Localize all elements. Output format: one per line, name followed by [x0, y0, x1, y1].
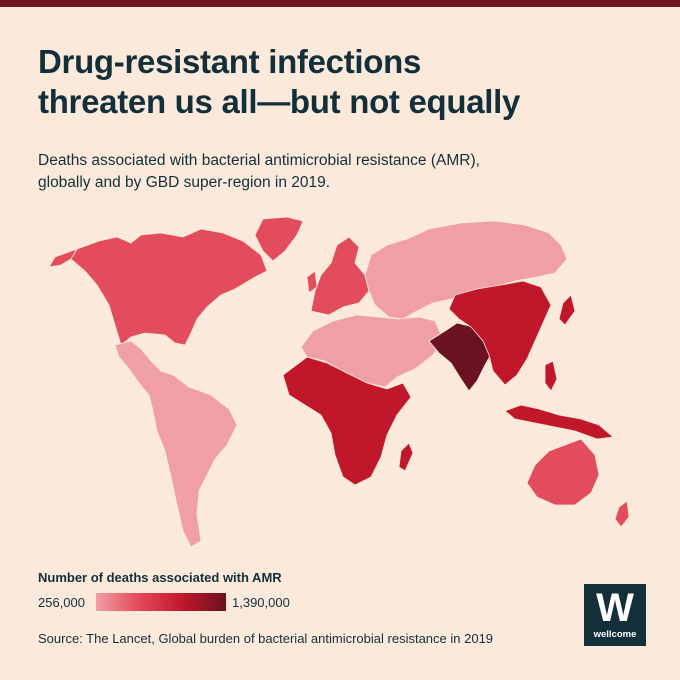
legend-min-label: 256,000	[38, 595, 85, 610]
region-alaska	[48, 248, 78, 268]
region-japan	[558, 294, 576, 326]
title-line-1: Drug-resistant infections	[38, 43, 422, 80]
region-south-asia	[428, 322, 494, 392]
region-southeast-east-asia	[448, 280, 552, 386]
region-australia	[526, 438, 600, 506]
region-indonesia	[504, 404, 614, 440]
logo-text: wellcome	[593, 629, 637, 640]
wellcome-logo: W wellcome	[584, 584, 646, 646]
legend-color-scale	[96, 593, 226, 611]
region-philippines	[544, 360, 558, 392]
region-uk	[306, 270, 318, 294]
subtitle-line-2: globally and by GBD super-region in 2019…	[38, 174, 331, 191]
region-western-europe	[310, 236, 370, 316]
region-europe-central-asia	[364, 220, 568, 320]
page-subtitle: Deaths associated with bacterial antimic…	[38, 150, 480, 194]
top-accent-bar	[0, 0, 680, 7]
region-greenland	[254, 216, 304, 262]
region-latin-america	[114, 340, 238, 548]
source-note: Source: The Lancet, Global burden of bac…	[38, 631, 494, 646]
subtitle-line-1: Deaths associated with bacterial antimic…	[38, 152, 480, 169]
title-line-2: threaten us all—but not equally	[38, 83, 521, 120]
legend-max-label: 1,390,000	[232, 595, 290, 610]
page-title: Drug-resistant infections threaten us al…	[38, 42, 520, 122]
legend-title: Number of deaths associated with AMR	[38, 570, 282, 585]
region-sub-saharan-africa	[282, 356, 412, 486]
region-new-zealand	[614, 500, 630, 528]
logo-letter: W	[596, 586, 634, 630]
world-map	[48, 216, 630, 548]
region-madagascar	[398, 442, 414, 472]
region-north-america	[70, 228, 268, 346]
